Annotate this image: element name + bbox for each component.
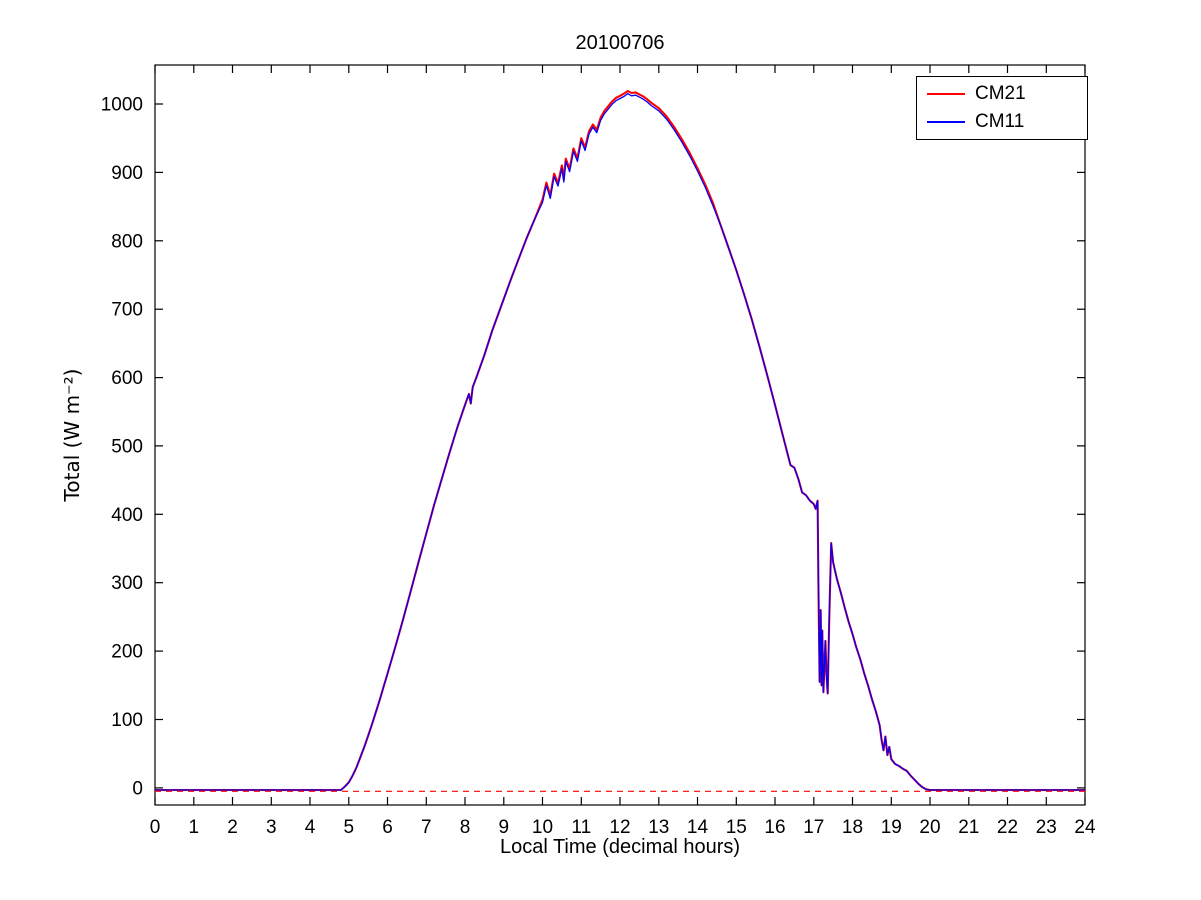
svg-text:0: 0 bbox=[150, 817, 161, 838]
svg-text:2: 2 bbox=[227, 817, 238, 838]
svg-text:5: 5 bbox=[344, 817, 355, 838]
svg-text:1: 1 bbox=[189, 817, 200, 838]
legend-item-cm11: CM11 bbox=[927, 112, 1077, 131]
svg-text:1000: 1000 bbox=[101, 95, 143, 116]
svg-text:22: 22 bbox=[997, 817, 1018, 838]
cm11-line-swatch bbox=[927, 120, 965, 123]
svg-text:8: 8 bbox=[460, 817, 471, 838]
legend-label-cm21: CM21 bbox=[975, 83, 1026, 104]
svg-text:10: 10 bbox=[532, 817, 553, 838]
svg-text:11: 11 bbox=[571, 817, 591, 838]
svg-text:15: 15 bbox=[726, 817, 747, 838]
svg-text:100: 100 bbox=[111, 710, 143, 731]
svg-text:6: 6 bbox=[382, 817, 393, 838]
chart-title: 20100706 bbox=[575, 32, 665, 54]
legend-item-cm21: CM21 bbox=[927, 84, 1077, 103]
svg-text:3: 3 bbox=[266, 817, 277, 838]
svg-text:23: 23 bbox=[1036, 817, 1057, 838]
svg-text:21: 21 bbox=[958, 817, 979, 838]
svg-text:0: 0 bbox=[132, 778, 143, 799]
legend-label-cm11: CM11 bbox=[975, 111, 1025, 132]
svg-text:24: 24 bbox=[1074, 817, 1096, 838]
svg-text:20: 20 bbox=[919, 817, 940, 838]
svg-text:700: 700 bbox=[111, 300, 143, 321]
svg-text:13: 13 bbox=[648, 817, 669, 838]
cm21-line-swatch bbox=[927, 92, 965, 95]
svg-text:600: 600 bbox=[111, 368, 143, 389]
svg-text:19: 19 bbox=[881, 817, 902, 838]
svg-text:12: 12 bbox=[609, 817, 630, 838]
x-axis-label: Local Time (decimal hours) bbox=[499, 836, 741, 858]
svg-text:800: 800 bbox=[111, 231, 143, 252]
svg-text:4: 4 bbox=[305, 817, 316, 838]
svg-text:18: 18 bbox=[842, 817, 863, 838]
legend: CM21 CM11 bbox=[916, 76, 1088, 140]
svg-text:200: 200 bbox=[111, 642, 143, 663]
svg-text:900: 900 bbox=[111, 163, 143, 184]
svg-text:300: 300 bbox=[111, 573, 143, 594]
svg-text:500: 500 bbox=[111, 436, 143, 457]
svg-text:400: 400 bbox=[111, 505, 143, 526]
svg-text:7: 7 bbox=[421, 817, 432, 838]
svg-text:9: 9 bbox=[499, 817, 510, 838]
svg-text:16: 16 bbox=[764, 817, 785, 838]
svg-text:17: 17 bbox=[803, 817, 824, 838]
svg-text:14: 14 bbox=[687, 817, 709, 838]
